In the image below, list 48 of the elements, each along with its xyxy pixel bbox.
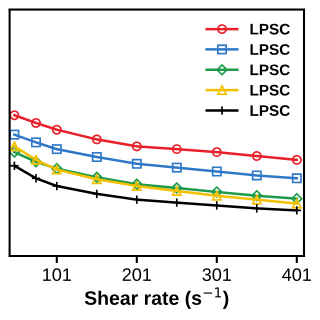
point: [31, 173, 41, 184]
legend-label: LPSC: [250, 105, 290, 116]
point: [292, 198, 302, 209]
point: [92, 134, 102, 144]
point: [10, 130, 20, 140]
point: [92, 174, 102, 184]
point: [132, 194, 142, 205]
point: [92, 152, 102, 162]
x-axis-title: Shear rate (s$^{−1}$): [84, 287, 228, 309]
point: [292, 154, 302, 165]
point: [252, 151, 262, 162]
point: [291, 192, 303, 204]
point: [171, 182, 183, 194]
point: [172, 144, 182, 154]
point: [211, 186, 223, 198]
point: [252, 194, 262, 205]
x-tick-label: 301: [202, 268, 231, 282]
point: [10, 141, 20, 152]
x-tick-label: 401: [282, 268, 311, 282]
point: [252, 170, 262, 180]
point: [52, 124, 62, 135]
point: [172, 186, 182, 196]
point: [132, 158, 142, 169]
point: [10, 160, 20, 171]
point: [212, 147, 222, 158]
point: [132, 141, 142, 152]
point: [31, 118, 41, 128]
point: [132, 181, 142, 192]
point: [52, 144, 62, 154]
point: [31, 154, 41, 165]
point: [30, 156, 42, 168]
point: [10, 110, 20, 120]
legend-label: LPSC: [250, 44, 290, 55]
point: [31, 137, 41, 148]
point: [92, 188, 102, 199]
point: [172, 162, 182, 173]
point: [212, 190, 222, 201]
x-tick-label: 201: [122, 268, 151, 282]
point: [10, 146, 20, 158]
point: [52, 181, 62, 192]
point: [251, 190, 263, 202]
legend-label: LPSC: [250, 24, 290, 35]
point: [212, 200, 222, 210]
legend-label: LPSC: [250, 64, 290, 76]
point: [212, 166, 222, 177]
point: [292, 173, 302, 184]
legend-label: LPSC: [250, 84, 290, 96]
x-tick-label: 101: [43, 268, 71, 282]
